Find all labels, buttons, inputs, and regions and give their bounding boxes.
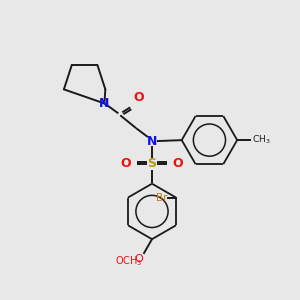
Text: O: O xyxy=(173,158,183,170)
Text: Br: Br xyxy=(156,193,167,202)
Text: CH$_3$: CH$_3$ xyxy=(252,134,271,146)
Text: O: O xyxy=(133,92,144,104)
Text: S: S xyxy=(148,158,157,170)
Text: O: O xyxy=(121,158,131,170)
Text: N: N xyxy=(147,135,157,148)
Text: OCH$_3$: OCH$_3$ xyxy=(116,254,143,268)
Text: O: O xyxy=(134,254,143,264)
Text: N: N xyxy=(99,97,110,110)
